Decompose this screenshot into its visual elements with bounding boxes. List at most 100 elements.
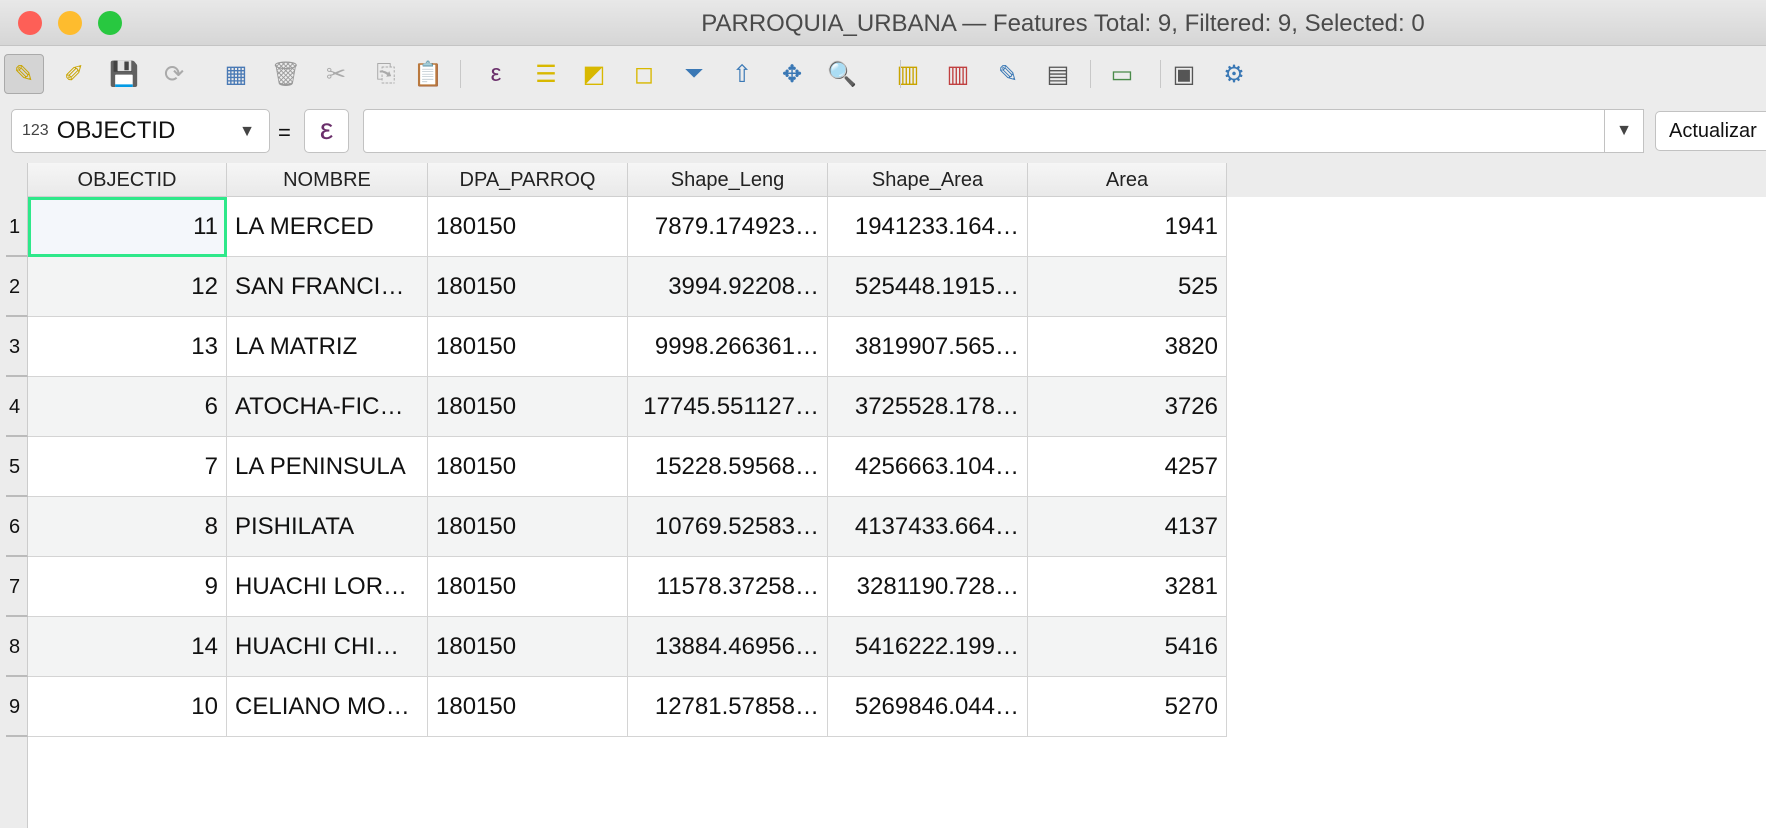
table-cell[interactable]: PISHILATA [227, 497, 428, 557]
invert-selection-icon[interactable]: ◩ [582, 60, 606, 88]
table-cell[interactable]: 3820 [1028, 317, 1227, 377]
table-cell[interactable]: 11 [28, 197, 227, 257]
table-cell[interactable]: 180150 [428, 497, 628, 557]
table-cell[interactable]: 180150 [428, 377, 628, 437]
table-cell[interactable]: 6 [28, 377, 227, 437]
table-cell[interactable]: HUACHI CHI… [227, 617, 428, 677]
conditional-formatting-icon[interactable]: ▤ [1046, 60, 1070, 88]
table-cell[interactable]: 10 [28, 677, 227, 737]
row-header[interactable]: 8 [6, 617, 28, 677]
table-cell[interactable]: 9 [28, 557, 227, 617]
add-feature-icon[interactable]: ▦ [224, 60, 248, 88]
table-cell[interactable]: 1941 [1028, 197, 1227, 257]
select-by-expression-icon[interactable]: ε [490, 60, 502, 87]
column-header-nombre[interactable]: NOMBRE [227, 163, 428, 197]
table-cell[interactable]: 4137 [1028, 497, 1227, 557]
reload-icon[interactable]: ⟳ [163, 60, 185, 88]
table-cell[interactable]: LA PENINSULA [227, 437, 428, 497]
table-cell[interactable]: 11578.37258… [628, 557, 828, 617]
table-cell[interactable]: 14 [28, 617, 227, 677]
row-header[interactable]: 1 [6, 197, 28, 257]
row-header[interactable]: 3 [6, 317, 28, 377]
zoom-to-selected-icon[interactable]: 🔍 [827, 60, 857, 88]
filter-value-dropdown[interactable]: ▼ [1605, 109, 1644, 153]
table-cell[interactable]: 7 [28, 437, 227, 497]
table-cell[interactable]: 5416222.199… [828, 617, 1028, 677]
new-field-icon[interactable]: ▥ [896, 60, 920, 88]
table-cell[interactable]: ATOCHA-FIC… [227, 377, 428, 437]
row-header[interactable]: 7 [6, 557, 28, 617]
table-cell[interactable]: 180150 [428, 557, 628, 617]
table-cell[interactable]: 3726 [1028, 377, 1227, 437]
table-cell[interactable]: 13884.46956… [628, 617, 828, 677]
table-cell[interactable]: 3281 [1028, 557, 1227, 617]
table-cell[interactable]: 7879.174923… [628, 197, 828, 257]
delete-field-icon[interactable]: ▥ [946, 60, 970, 88]
table-corner[interactable] [6, 163, 28, 197]
save-edits-icon[interactable]: 💾 [109, 60, 139, 88]
actions-icon[interactable]: ▭ [1110, 60, 1134, 88]
table-cell[interactable]: 180150 [428, 257, 628, 317]
table-cell[interactable]: 4257 [1028, 437, 1227, 497]
cut-icon[interactable]: ✂ [325, 60, 347, 88]
multi-edit-icon[interactable]: ✐ [63, 60, 85, 88]
table-cell[interactable]: LA MATRIZ [227, 317, 428, 377]
row-header[interactable]: 2 [6, 257, 28, 317]
row-header[interactable]: 5 [6, 437, 28, 497]
column-header-shape-leng[interactable]: Shape_Leng [628, 163, 828, 197]
table-cell[interactable]: 180150 [428, 317, 628, 377]
table-cell[interactable]: 180150 [428, 617, 628, 677]
column-header-shape-area[interactable]: Shape_Area [828, 163, 1028, 197]
table-cell[interactable]: 15228.59568… [628, 437, 828, 497]
row-header[interactable]: 4 [6, 377, 28, 437]
table-cell[interactable]: 13 [28, 317, 227, 377]
column-header-area[interactable]: Area [1028, 163, 1227, 197]
table-cell[interactable]: 525 [1028, 257, 1227, 317]
zoom-window-button[interactable] [98, 11, 122, 35]
row-header[interactable]: 9 [6, 677, 28, 737]
table-cell[interactable]: 525448.1915… [828, 257, 1028, 317]
table-cell[interactable]: 12781.57858… [628, 677, 828, 737]
table-cell[interactable]: 180150 [428, 197, 628, 257]
table-cell[interactable]: 5416 [1028, 617, 1227, 677]
dock-icon[interactable]: ▣ [1172, 60, 1196, 88]
table-cell[interactable]: 3994.92208… [628, 257, 828, 317]
table-cell[interactable]: 3725528.178… [828, 377, 1028, 437]
column-header-dpa-parroq[interactable]: DPA_PARROQ [428, 163, 628, 197]
table-cell[interactable]: 4256663.104… [828, 437, 1028, 497]
table-cell[interactable]: 9998.266361… [628, 317, 828, 377]
delete-selected-icon[interactable]: 🗑 [270, 60, 302, 88]
table-cell[interactable]: 17745.551127… [628, 377, 828, 437]
filter-select-icon[interactable]: ⏷ [684, 60, 704, 87]
table-cell[interactable]: 5269846.044… [828, 677, 1028, 737]
open-field-calculator-icon[interactable]: ✎ [997, 60, 1019, 88]
minimize-window-button[interactable] [58, 11, 82, 35]
table-cell[interactable]: 180150 [428, 677, 628, 737]
deselect-all-icon[interactable]: ◻ [634, 60, 654, 88]
pan-to-selected-icon[interactable]: ✥ [781, 60, 803, 88]
table-cell[interactable]: CELIANO MO… [227, 677, 428, 737]
table-cell[interactable]: 8 [28, 497, 227, 557]
column-header-objectid[interactable]: OBJECTID [28, 163, 227, 197]
field-selector[interactable]: 123 OBJECTID ▼ [11, 109, 270, 153]
filter-value-input[interactable] [363, 109, 1605, 153]
row-header[interactable]: 6 [6, 497, 28, 557]
expression-button[interactable]: ε [304, 109, 349, 153]
table-cell[interactable]: 10769.52583… [628, 497, 828, 557]
table-cell[interactable]: LA MERCED [227, 197, 428, 257]
table-cell[interactable]: 5270 [1028, 677, 1227, 737]
table-cell[interactable]: 180150 [428, 437, 628, 497]
table-cell[interactable]: 1941233.164… [828, 197, 1028, 257]
table-cell[interactable]: 3281190.728… [828, 557, 1028, 617]
table-cell[interactable]: 3819907.565… [828, 317, 1028, 377]
select-all-icon[interactable]: ☰ [535, 60, 557, 88]
close-window-button[interactable] [18, 11, 42, 35]
copy-icon[interactable]: ⎘ [376, 60, 396, 87]
table-cell[interactable]: HUACHI LOR… [227, 557, 428, 617]
move-selection-top-icon[interactable]: ⇧ [731, 60, 753, 88]
paste-icon[interactable]: 📋 [413, 60, 443, 88]
table-cell[interactable]: 12 [28, 257, 227, 317]
help-icon[interactable]: ⚙ [1223, 60, 1245, 88]
update-button[interactable]: Actualizar [1655, 111, 1766, 151]
table-cell[interactable]: 4137433.664… [828, 497, 1028, 557]
